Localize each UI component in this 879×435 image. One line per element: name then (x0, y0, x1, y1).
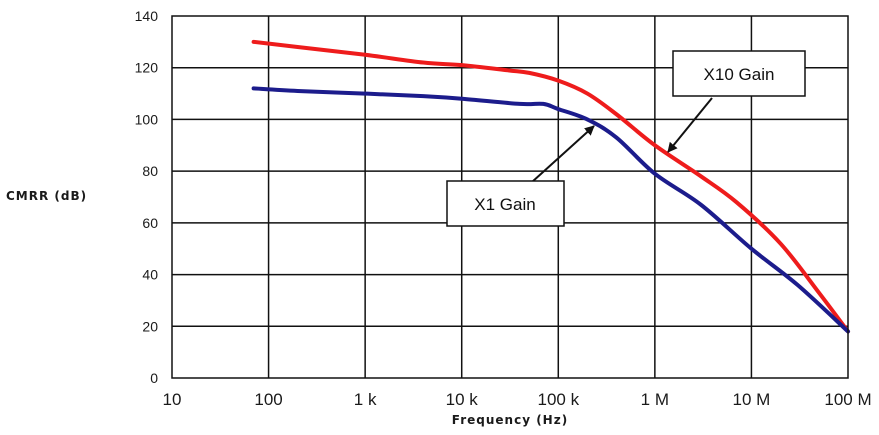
x10-gain-callout-box (672, 50, 806, 97)
y-tick-label: 140 (135, 8, 159, 24)
y-axis-label: CMRR (dB) (6, 189, 87, 203)
y-tick-label: 60 (142, 215, 158, 231)
x-tick-label: 100 k (537, 390, 579, 409)
x-tick-label: 10 M (733, 390, 771, 409)
x-tick-label: 1 M (641, 390, 669, 409)
plot-frame (171, 15, 849, 379)
x10-gain-arrow (667, 97, 713, 153)
x-tick-label: 100 M (824, 390, 871, 409)
x-tick-labels: 10 100 1 k 10 k 100 k 1 M 10 M 100 M (163, 390, 872, 409)
series-line-x1-gain (251, 86, 850, 334)
x-tick-label: 10 (163, 390, 182, 409)
y-tick-label: 20 (142, 318, 158, 334)
y-tick-label: 80 (142, 163, 158, 179)
x1-gain-callout-label: X1 Gain (474, 195, 535, 214)
x-tick-label: 10 k (446, 390, 479, 409)
x10-gain-callout-label: X10 Gain (704, 65, 775, 84)
x-axis-label: Frequency (Hz) (452, 413, 568, 427)
x-tick-label: 100 (254, 390, 282, 409)
y-tick-label: 0 (150, 370, 158, 386)
x1-gain-arrow (531, 125, 595, 183)
y-tick-label: 100 (135, 111, 159, 127)
x1-gain-callout-box (446, 180, 565, 227)
y-tick-label: 120 (135, 60, 159, 76)
series-layer (251, 39, 850, 334)
y-tick-labels: 0 20 40 60 80 100 120 140 (135, 8, 159, 386)
y-tick-label: 40 (142, 267, 158, 283)
x-tick-label: 1 k (354, 390, 377, 409)
series-line-x10-gain (251, 39, 850, 334)
